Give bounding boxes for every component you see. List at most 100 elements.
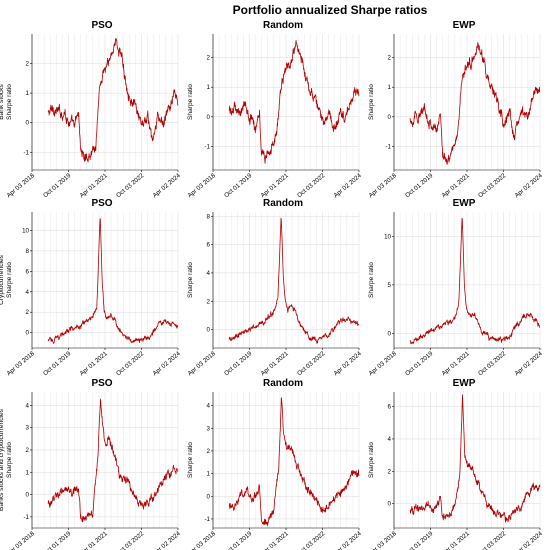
x-tick-label: Apr 03 2018	[368, 530, 399, 550]
y-tick-label: 0	[26, 120, 30, 127]
sharpe-ratio-line	[409, 217, 541, 345]
x-tick-label: Apr 01 2021	[441, 350, 472, 377]
y-axis-label: Sharpe ratio	[187, 442, 194, 478]
y-axis-label: Sharpe ratio	[6, 84, 13, 120]
y-tick-label: 2	[207, 448, 211, 455]
panel-r1-c1: 0 2 4 6 8 Apr 03 2018 Oct 01 2019 Apr 01 2021 Oc…	[187, 198, 364, 377]
x-tick-label: Apr 02 2024	[152, 172, 183, 199]
y-axis-label: Sharpe ratio	[368, 442, 375, 478]
y-tick-label: 0	[207, 114, 211, 121]
y-axis-label: Sharpe ratio	[187, 84, 194, 120]
x-tick-label: Oct 03 2022	[296, 350, 327, 377]
sharpe-ratio-line	[47, 38, 179, 163]
x-tick-label: Oct 03 2022	[115, 350, 146, 377]
x-tick-label: Apr 02 2024	[514, 172, 545, 199]
y-tick-label: 2	[26, 447, 30, 454]
panel-title: Random	[263, 378, 303, 389]
x-tick-label: Apr 02 2024	[514, 350, 545, 377]
panel-r1-c0: 0 2 4 6 8 10 Apr 03 2018 Oct 01 2019 Apr 01 2021…	[0, 198, 182, 377]
x-tick-label: Oct 01 2019	[42, 350, 73, 377]
y-tick-label: 6	[388, 404, 392, 411]
y-tick-label: -1	[23, 149, 29, 156]
y-axis-label: Sharpe ratio	[6, 262, 13, 298]
y-axis-label: Banks stocks and cryptocurrencies	[0, 408, 5, 511]
y-tick-label: 4	[207, 403, 211, 410]
y-tick-label: 0	[26, 492, 30, 499]
x-tick-label: Oct 03 2022	[296, 172, 327, 199]
sharpe-ratio-line	[228, 397, 360, 526]
x-tick-label: Apr 01 2021	[79, 530, 110, 550]
panel-r2-c2: 0 2 4 6 Apr 03 2018 Oct 01 2019 Apr 01 2021 Oct…	[368, 378, 545, 550]
sharpe-ratio-line	[47, 398, 179, 523]
x-tick-label: Oct 01 2019	[223, 530, 254, 550]
y-tick-label: 0	[207, 327, 211, 334]
sharpe-ratio-line	[228, 40, 360, 164]
y-tick-label: 2	[388, 468, 392, 475]
x-tick-label: Apr 02 2024	[514, 530, 545, 550]
y-tick-label: 2	[26, 309, 30, 316]
y-tick-label: 4	[26, 289, 30, 296]
sharpe-ratio-line	[47, 218, 179, 344]
panel-r2-c0: -1 0 1 2 3 4 Apr 03 2018 Oct 01 2019 Apr 01 2021…	[0, 378, 182, 550]
sharpe-ratio-line	[228, 217, 360, 344]
x-tick-label: Apr 01 2021	[260, 350, 291, 377]
panel-title: PSO	[91, 20, 112, 31]
x-tick-label: Apr 02 2024	[333, 530, 364, 550]
y-tick-label: 1	[207, 84, 211, 91]
y-tick-label: 4	[26, 402, 30, 409]
x-tick-label: Apr 01 2021	[441, 172, 472, 199]
y-tick-label: 8	[207, 213, 211, 220]
y-tick-label: 3	[207, 425, 211, 432]
x-tick-label: Oct 01 2019	[404, 350, 435, 377]
panel-r0-c2: -1 0 1 2 Apr 03 2018 Oct 01 2019 Apr 01 2021 Oc…	[368, 20, 545, 199]
y-tick-label: 8	[26, 248, 30, 255]
x-tick-label: Oct 03 2022	[115, 172, 146, 199]
x-tick-label: Apr 03 2018	[6, 172, 37, 199]
x-tick-label: Apr 03 2018	[6, 530, 37, 550]
x-tick-label: Oct 01 2019	[404, 172, 435, 199]
panel-r1-c2: 0 5 10 Apr 03 2018 Oct 01 2019 Apr 01 2021 Oct…	[368, 198, 545, 377]
x-tick-label: Apr 01 2021	[260, 172, 291, 199]
y-tick-label: 3	[26, 425, 30, 432]
y-tick-label: 0	[388, 330, 392, 337]
y-tick-label: -1	[385, 143, 391, 150]
y-tick-label: 6	[26, 268, 30, 275]
x-tick-label: Apr 01 2021	[441, 530, 472, 550]
y-tick-label: -1	[204, 516, 210, 523]
x-tick-label: Oct 03 2022	[115, 530, 146, 550]
x-tick-label: Apr 02 2024	[333, 172, 364, 199]
panel-r0-c0: -1 0 1 2 Apr 03 2018 Oct 01 2019 Apr 01 2021 Oc…	[0, 20, 182, 199]
sharpe-ratio-line	[409, 394, 541, 523]
figure-title: Portfolio annualized Sharpe ratios	[233, 3, 428, 17]
x-tick-label: Apr 01 2021	[260, 530, 291, 550]
panel-title: EWP	[453, 378, 476, 389]
y-tick-label: 10	[22, 227, 29, 234]
x-tick-label: Oct 01 2019	[42, 530, 73, 550]
y-tick-label: -1	[204, 143, 210, 150]
y-tick-label: 0	[388, 501, 392, 508]
x-tick-label: Apr 01 2021	[79, 172, 110, 199]
x-tick-label: Oct 03 2022	[477, 172, 508, 199]
y-axis-label: Sharpe ratio	[368, 84, 375, 120]
y-tick-label: -1	[23, 514, 29, 521]
x-tick-label: Apr 01 2021	[79, 350, 110, 377]
x-tick-label: Apr 03 2018	[187, 530, 218, 550]
x-tick-label: Apr 02 2024	[152, 350, 183, 377]
x-tick-label: Oct 01 2019	[223, 172, 254, 199]
sharpe-ratio-line	[409, 42, 541, 165]
x-tick-label: Apr 03 2018	[368, 350, 399, 377]
panel-title: PSO	[91, 198, 112, 209]
y-tick-label: 5	[388, 282, 392, 289]
y-axis-label: Bank stocks	[0, 84, 5, 120]
y-tick-label: 1	[26, 90, 30, 97]
panel-r2-c1: -1 0 1 2 3 4 Apr 03 2018 Oct 01 2019 Apr 01 2021…	[187, 378, 364, 550]
x-tick-label: Apr 03 2018	[6, 350, 37, 377]
y-tick-label: 0	[26, 330, 30, 337]
x-tick-label: Oct 03 2022	[477, 350, 508, 377]
y-tick-label: 4	[207, 270, 211, 277]
panel-title: EWP	[453, 20, 476, 31]
x-tick-label: Oct 03 2022	[296, 530, 327, 550]
x-tick-label: Apr 03 2018	[368, 172, 399, 199]
